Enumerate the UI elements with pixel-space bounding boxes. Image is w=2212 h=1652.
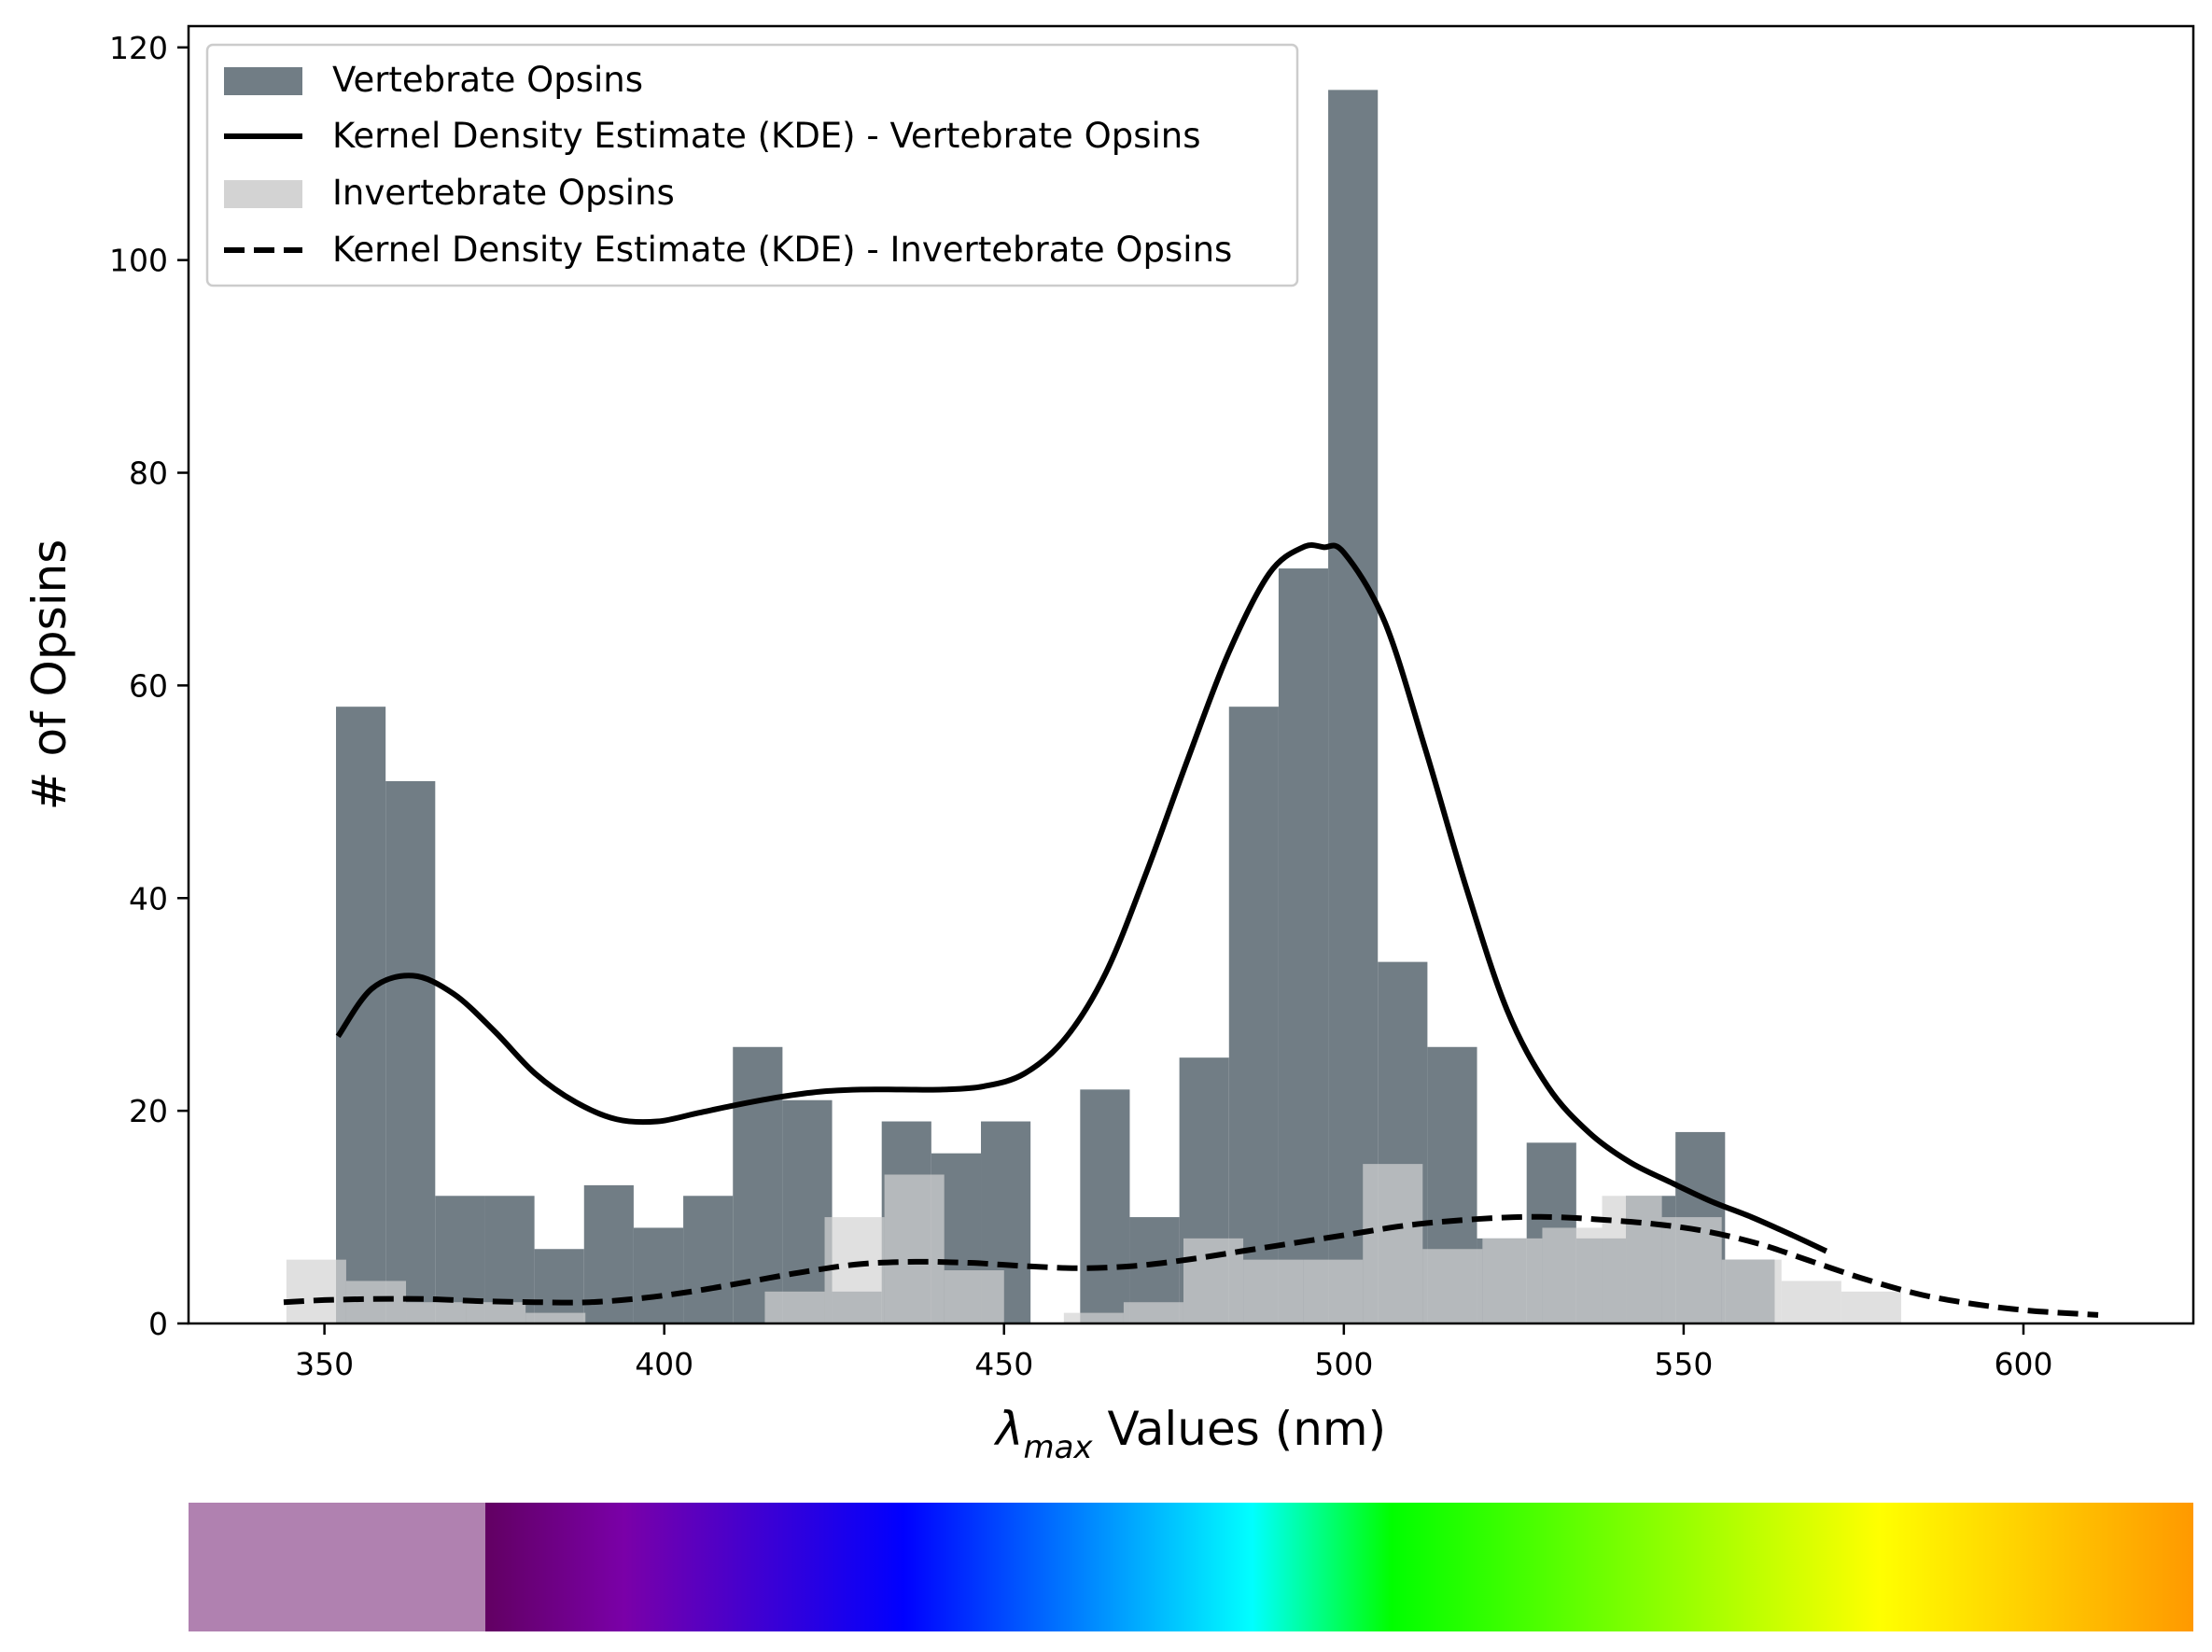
y-tick-label: 80 <box>129 455 168 492</box>
invertebrate-histogram-bar <box>286 1259 346 1323</box>
invertebrate-histogram-bar <box>884 1174 945 1323</box>
invertebrate-histogram-bar <box>1303 1259 1364 1323</box>
x-axis-symbol: λ <box>993 1402 1024 1456</box>
invertebrate-histogram-bar <box>824 1217 885 1323</box>
y-tick-label: 60 <box>129 667 168 704</box>
legend-box <box>205 43 1299 287</box>
invertebrate-histogram-bar <box>1781 1281 1841 1323</box>
x-tick-label: 350 <box>295 1346 354 1382</box>
vertebrate-histogram-bar <box>1080 1089 1130 1323</box>
colorbar-visible-spectrum <box>485 1503 2193 1631</box>
legend-label-vertebrate: Vertebrate Opsins <box>332 60 643 100</box>
legend-label-kde-invertebrate: Kernel Density Estimate (KDE) - Inverteb… <box>332 230 1232 270</box>
vertebrate-histogram-bar <box>385 780 436 1323</box>
y-tick-label: 0 <box>148 1306 168 1342</box>
invertebrate-histogram-bar <box>1063 1312 1124 1323</box>
vertebrate-histogram-bar <box>782 1099 833 1323</box>
x-axis-subscript: max <box>1023 1429 1093 1466</box>
y-axis-title: # of Opsins <box>22 539 77 811</box>
x-axis: 350 400 450 500 550 600 <box>295 1323 2052 1382</box>
invertebrate-histogram-bar <box>944 1270 1004 1323</box>
legend-swatch-invertebrate <box>224 180 302 208</box>
x-tick-label: 450 <box>974 1346 1033 1382</box>
invertebrate-histogram-bar <box>1123 1302 1183 1323</box>
invertebrate-histogram-bar <box>466 1302 526 1323</box>
vertebrate-histogram-bar <box>633 1227 684 1323</box>
x-tick-label: 400 <box>635 1346 693 1382</box>
y-axis: 0 20 40 60 80 100 120 <box>109 30 189 1342</box>
plot-frame <box>187 24 2195 1325</box>
invertebrate-histogram-bar <box>1542 1227 1603 1323</box>
plot-area <box>283 90 2099 1324</box>
x-axis-title: λmax Values (nm) <box>993 1402 1386 1466</box>
kde-invertebrate-line <box>283 1213 2099 1318</box>
vertebrate-histogram-bar <box>1228 707 1279 1323</box>
legend-swatch-vertebrate <box>224 67 302 95</box>
invertebrate-histogram-bar <box>406 1302 467 1323</box>
y-tick-label: 100 <box>109 243 168 279</box>
colorbar-uv-segment <box>189 1503 486 1631</box>
x-tick-label: 600 <box>1994 1346 2052 1382</box>
x-tick-label: 550 <box>1654 1346 1713 1382</box>
y-tick-label: 120 <box>109 30 168 66</box>
vertebrate-histogram-bar <box>534 1249 584 1323</box>
invertebrate-histogram-bar <box>1243 1259 1304 1323</box>
legend: Vertebrate Opsins Kernel Density Estimat… <box>205 43 1299 287</box>
invertebrate-histogram-bar <box>1422 1249 1483 1323</box>
vertebrate-histogram-bar <box>683 1196 734 1323</box>
invertebrate-histogram-bar <box>1602 1196 1662 1323</box>
vertebrate-histogram-bar <box>1328 90 1379 1324</box>
y-tick-label: 20 <box>129 1093 168 1129</box>
invertebrate-histogram-bar <box>1841 1291 1901 1323</box>
y-tick-label: 40 <box>129 880 168 917</box>
invertebrate-histogram-bar <box>345 1281 407 1323</box>
invertebrate-histogram-bar <box>1482 1238 1543 1323</box>
vertebrate-histogram-bar <box>336 707 386 1323</box>
wavelength-colorbar <box>189 1503 2193 1631</box>
x-axis-title-text: Values (nm) <box>1093 1402 1387 1456</box>
invertebrate-histogram-bar <box>764 1291 825 1323</box>
x-tick-label: 500 <box>1314 1346 1373 1382</box>
invertebrate-histogram <box>286 1164 1901 1323</box>
invertebrate-histogram-bar <box>1363 1164 1423 1323</box>
invertebrate-histogram-bar <box>1721 1259 1782 1323</box>
invertebrate-histogram-bar <box>1183 1238 1244 1323</box>
vertebrate-histogram-bar <box>1278 568 1329 1323</box>
kde-vertebrate-line <box>335 541 1828 1254</box>
invertebrate-histogram-bar <box>525 1312 586 1323</box>
legend-label-kde-vertebrate: Kernel Density Estimate (KDE) - Vertebra… <box>332 116 1200 156</box>
legend-label-invertebrate: Invertebrate Opsins <box>332 173 675 213</box>
